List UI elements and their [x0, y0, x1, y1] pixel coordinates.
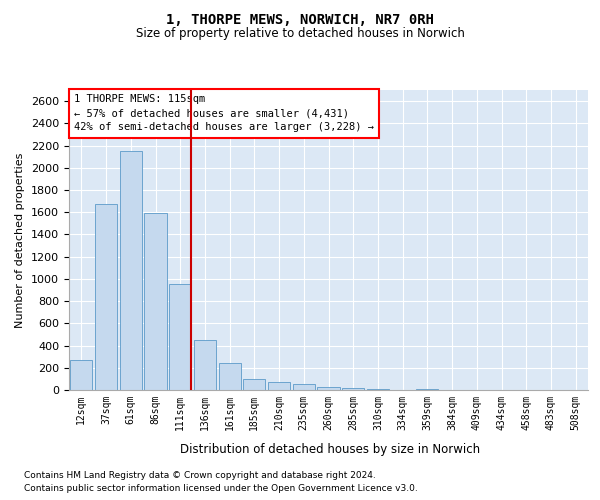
Bar: [194, 340, 216, 390]
Bar: [342, 388, 364, 390]
Text: Contains public sector information licensed under the Open Government Licence v3: Contains public sector information licen…: [24, 484, 418, 493]
Bar: [145, 214, 167, 390]
Bar: [70, 360, 92, 390]
Bar: [243, 380, 265, 390]
Bar: [293, 384, 315, 390]
Bar: [119, 151, 142, 390]
Bar: [367, 389, 389, 390]
Y-axis label: Number of detached properties: Number of detached properties: [16, 152, 25, 328]
Bar: [95, 204, 117, 390]
Text: Contains HM Land Registry data © Crown copyright and database right 2024.: Contains HM Land Registry data © Crown c…: [24, 471, 376, 480]
Text: Distribution of detached houses by size in Norwich: Distribution of detached houses by size …: [180, 442, 480, 456]
Bar: [169, 284, 191, 390]
Text: 1, THORPE MEWS, NORWICH, NR7 0RH: 1, THORPE MEWS, NORWICH, NR7 0RH: [166, 12, 434, 26]
Text: Size of property relative to detached houses in Norwich: Size of property relative to detached ho…: [136, 28, 464, 40]
Bar: [317, 387, 340, 390]
Bar: [268, 382, 290, 390]
Bar: [218, 364, 241, 390]
Text: 1 THORPE MEWS: 115sqm
← 57% of detached houses are smaller (4,431)
42% of semi-d: 1 THORPE MEWS: 115sqm ← 57% of detached …: [74, 94, 374, 132]
